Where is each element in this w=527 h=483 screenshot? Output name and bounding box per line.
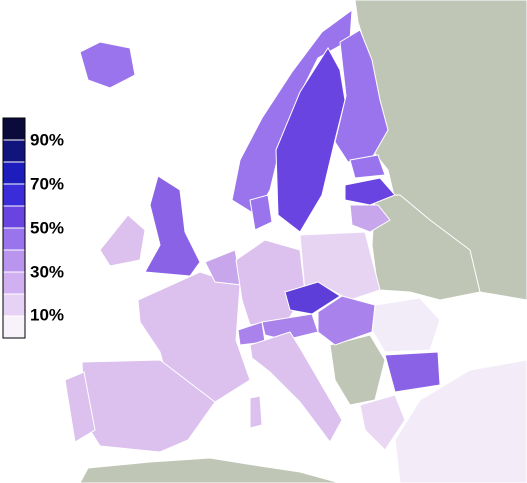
portugal (64, 371, 96, 443)
legend-label: 30% (30, 262, 64, 281)
legend-frame (2, 117, 26, 339)
legend-swatch (2, 117, 26, 141)
austria (261, 313, 319, 341)
turkey (394, 359, 527, 483)
czechia (284, 281, 341, 315)
legend-label: 70% (30, 174, 64, 193)
legend-label: 50% (30, 218, 64, 237)
italy (249, 331, 343, 443)
balkans (329, 334, 386, 406)
greece (359, 394, 406, 451)
bulgaria (384, 351, 441, 393)
legend-swatch (2, 161, 26, 185)
countries (64, 0, 527, 483)
legend-swatch (2, 249, 26, 273)
sardinia (249, 395, 263, 429)
legend-swatch (2, 227, 26, 251)
denmark (249, 194, 273, 231)
legend: 90% 70% 50% 30% 10% (2, 117, 64, 339)
iceland (79, 41, 136, 89)
uk (144, 175, 201, 277)
legend-swatch (2, 183, 26, 207)
legend-swatch (2, 139, 26, 163)
latvia (344, 177, 396, 206)
belarus-ukraine (371, 194, 481, 301)
north-africa (79, 457, 341, 483)
ireland (99, 214, 146, 267)
legend-label: 10% (30, 305, 64, 324)
lithuania (349, 204, 391, 233)
legend-swatch (2, 271, 26, 295)
legend-swatch (2, 205, 26, 229)
legend-swatch (2, 315, 26, 339)
legend-swatch (2, 293, 26, 317)
sweden (275, 47, 346, 233)
legend-label: 90% (30, 130, 64, 149)
estonia (349, 154, 386, 179)
